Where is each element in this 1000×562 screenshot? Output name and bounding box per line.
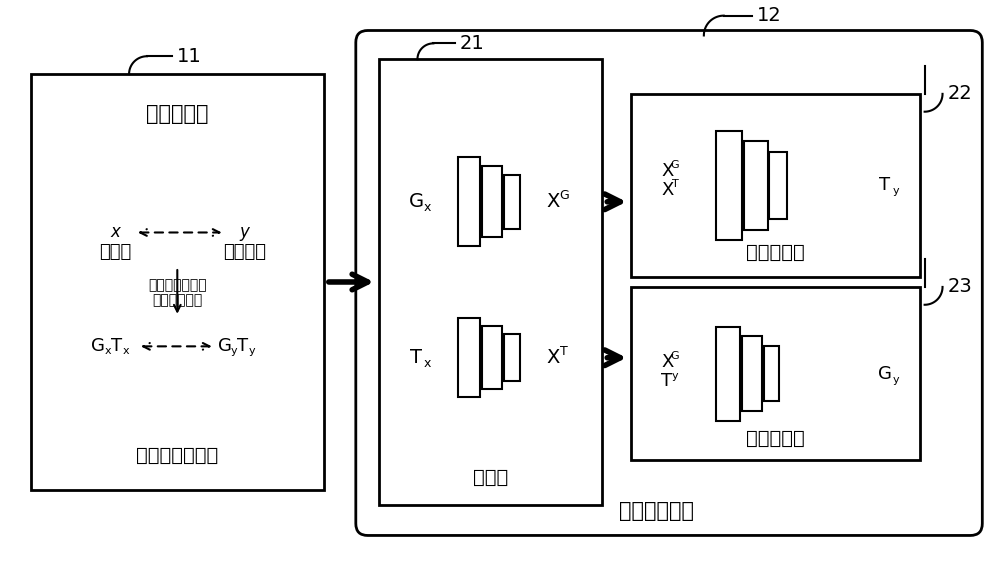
- FancyBboxPatch shape: [356, 30, 982, 536]
- Text: 分子生成模型: 分子生成模型: [619, 501, 694, 521]
- Text: 源分子: 源分子: [99, 243, 131, 261]
- FancyBboxPatch shape: [764, 346, 779, 401]
- FancyBboxPatch shape: [716, 327, 740, 420]
- Text: T: T: [672, 179, 678, 189]
- FancyBboxPatch shape: [716, 131, 742, 240]
- Text: T: T: [879, 176, 890, 194]
- Text: X: X: [661, 353, 673, 371]
- FancyBboxPatch shape: [482, 166, 502, 237]
- FancyBboxPatch shape: [379, 59, 602, 505]
- Text: G: G: [91, 337, 105, 355]
- FancyBboxPatch shape: [504, 334, 520, 382]
- Text: x: x: [123, 346, 129, 356]
- Text: X: X: [661, 182, 673, 200]
- Text: x: x: [110, 224, 120, 242]
- Text: y: y: [892, 374, 899, 384]
- Text: x: x: [424, 357, 431, 370]
- Text: 和联结树结构: 和联结树结构: [152, 293, 202, 307]
- Text: G: G: [671, 160, 679, 170]
- Text: x: x: [105, 346, 112, 356]
- Text: 12: 12: [757, 6, 781, 25]
- Text: 23: 23: [948, 278, 972, 296]
- FancyBboxPatch shape: [482, 326, 502, 389]
- Text: X: X: [546, 348, 559, 367]
- Text: G: G: [671, 351, 679, 361]
- Text: 22: 22: [948, 84, 972, 103]
- Text: T: T: [560, 345, 568, 359]
- Text: y: y: [239, 224, 249, 242]
- Text: G: G: [218, 337, 231, 355]
- Text: T: T: [111, 337, 122, 355]
- Text: y: y: [672, 370, 678, 380]
- Text: 编码器: 编码器: [473, 468, 508, 487]
- FancyBboxPatch shape: [631, 287, 920, 460]
- FancyBboxPatch shape: [631, 94, 920, 277]
- FancyBboxPatch shape: [744, 141, 768, 230]
- FancyBboxPatch shape: [742, 337, 762, 411]
- Text: x: x: [424, 201, 431, 214]
- Text: 第一解码器: 第一解码器: [746, 243, 805, 262]
- Text: 11: 11: [177, 47, 202, 66]
- Text: y: y: [892, 187, 899, 196]
- Text: G: G: [409, 192, 424, 211]
- Text: y: y: [249, 346, 256, 356]
- Text: T: T: [237, 337, 248, 355]
- FancyBboxPatch shape: [458, 318, 480, 397]
- Text: 21: 21: [459, 34, 484, 53]
- FancyBboxPatch shape: [504, 175, 520, 229]
- Text: T: T: [661, 373, 672, 391]
- Text: 第二解码器: 第二解码器: [746, 429, 805, 448]
- Text: 分子数据集: 分子数据集: [146, 103, 209, 124]
- Text: G: G: [559, 189, 569, 202]
- Text: G: G: [878, 365, 892, 383]
- FancyBboxPatch shape: [769, 152, 787, 219]
- Text: 构建分子图结构: 构建分子图结构: [148, 278, 207, 292]
- Text: T: T: [410, 348, 422, 367]
- Text: y: y: [231, 346, 238, 356]
- Text: X: X: [661, 162, 673, 180]
- Text: 目标分子: 目标分子: [223, 243, 266, 261]
- FancyBboxPatch shape: [31, 74, 324, 490]
- FancyBboxPatch shape: [458, 157, 480, 246]
- Text: X: X: [546, 192, 559, 211]
- Text: 数据预处理模块: 数据预处理模块: [136, 446, 218, 465]
